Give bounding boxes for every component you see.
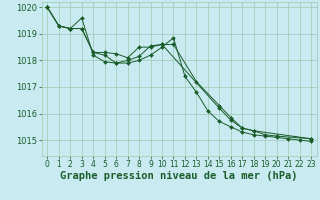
X-axis label: Graphe pression niveau de la mer (hPa): Graphe pression niveau de la mer (hPa) [60,171,298,181]
